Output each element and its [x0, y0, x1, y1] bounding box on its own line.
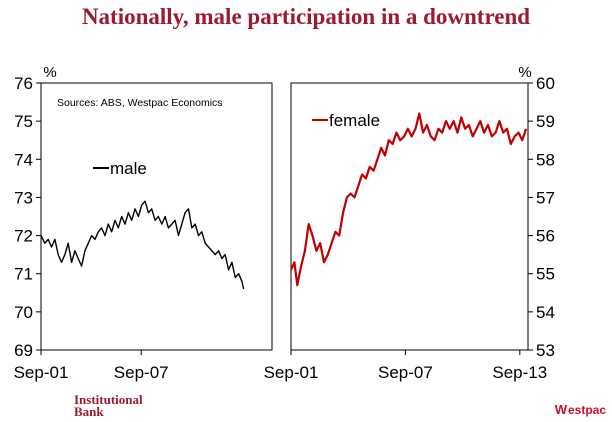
male-ytick-label: 73: [14, 188, 33, 207]
institutional-bank-logo: Institutional Bank: [74, 392, 143, 419]
female-ytick-label: 57: [536, 188, 555, 207]
male-series-line: [40, 200, 245, 290]
male-ytick-label: 69: [14, 341, 33, 360]
westpac-logo: Westpac: [555, 402, 606, 417]
chart-title: Nationally, male participation in a down…: [81, 4, 531, 29]
male-legend-label: male: [110, 159, 147, 178]
westpac-label: estpac: [567, 403, 606, 417]
male-ytick-label: 76: [14, 74, 33, 93]
female-ytick-label: 56: [536, 227, 555, 246]
female-xtick-label: Sep-07: [378, 363, 433, 382]
female-ytick-label: 53: [536, 341, 555, 360]
female-series-line: [289, 112, 528, 287]
male-xtick-label: Sep-01: [14, 363, 69, 382]
female-ytick-label: 59: [536, 112, 555, 131]
female-unit-label: %: [518, 64, 531, 81]
male-plot-frame: [40, 82, 273, 351]
male-unit-label: %: [43, 64, 56, 81]
male-ytick-label: 70: [14, 303, 33, 322]
institutional-logo-line2: Bank: [74, 404, 104, 419]
female-xtick-label: Sep-01: [264, 363, 319, 382]
male-ytick-label: 71: [14, 265, 33, 284]
institutional-logo-line1: Institutional: [74, 392, 143, 407]
source-note: Sources: ABS, Westpac Economics: [57, 97, 223, 109]
male-ytick-label: 74: [14, 150, 33, 169]
female-panel: 53 54 55 56 57 58 59 60 Sep-01 Sep-07 Sep-13% femal…: [264, 64, 555, 382]
female-legend-label: female: [329, 111, 380, 130]
female-ytick-label: 54: [536, 303, 555, 322]
female-ytick-label: 58: [536, 150, 555, 169]
female-plot-frame: [290, 82, 529, 351]
male-ytick-label: 72: [14, 227, 33, 246]
female-ytick-label: 60: [536, 74, 555, 93]
male-xtick-label: Sep-07: [114, 363, 169, 382]
male-ytick-label: 75: [14, 112, 33, 131]
male-panel: 69 70 71 72 73 74 75 76 Sep-01 Sep-07% Sources: AB…: [14, 64, 273, 382]
westpac-w-icon: W: [554, 402, 567, 417]
female-ytick-label: 55: [536, 265, 555, 284]
female-xtick-label: Sep-13: [492, 363, 547, 382]
